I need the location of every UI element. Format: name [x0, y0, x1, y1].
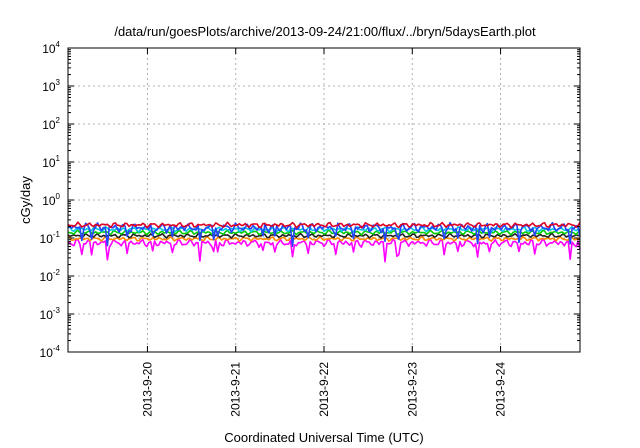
series-line [67, 221, 581, 229]
y-tick-label: 10-2 [40, 268, 61, 284]
x-axis-label: Coordinated Universal Time (UTC) [224, 430, 423, 445]
y-tick-label: 101 [42, 154, 60, 170]
y-tick-label: 103 [42, 78, 60, 94]
series-line [67, 235, 581, 243]
y-axis: 10-4 10-3 10-2 10-1 100 101 102 103 104 [40, 40, 580, 360]
y-tick-label: 104 [42, 40, 60, 56]
chart-title: /data/run/goesPlots/archive/2013-09-24/2… [114, 24, 536, 39]
series-line [67, 232, 581, 239]
y-tick-label: 10-1 [40, 230, 61, 246]
series-line [67, 238, 581, 263]
y-axis-label: cGy/day [18, 176, 33, 224]
y-tick-label: 10-4 [40, 344, 61, 360]
x-tick-label: 2013-9-23 [405, 362, 419, 417]
x-axis: 2013-9-20 2013-9-21 2013-9-22 2013-9-23 2013… [140, 48, 508, 417]
x-tick-label: 2013-9-22 [317, 362, 331, 417]
series-line [67, 225, 581, 233]
x-tick-label: 2013-9-20 [140, 362, 154, 417]
y-tick-label: 10-3 [40, 306, 61, 322]
y-tick-label: 102 [42, 116, 60, 132]
y-tick-label: 100 [42, 192, 60, 208]
series-line [67, 229, 581, 236]
x-tick-label: 2013-9-21 [229, 362, 243, 417]
x-tick-label: 2013-9-24 [494, 362, 508, 417]
series-group [67, 221, 581, 263]
